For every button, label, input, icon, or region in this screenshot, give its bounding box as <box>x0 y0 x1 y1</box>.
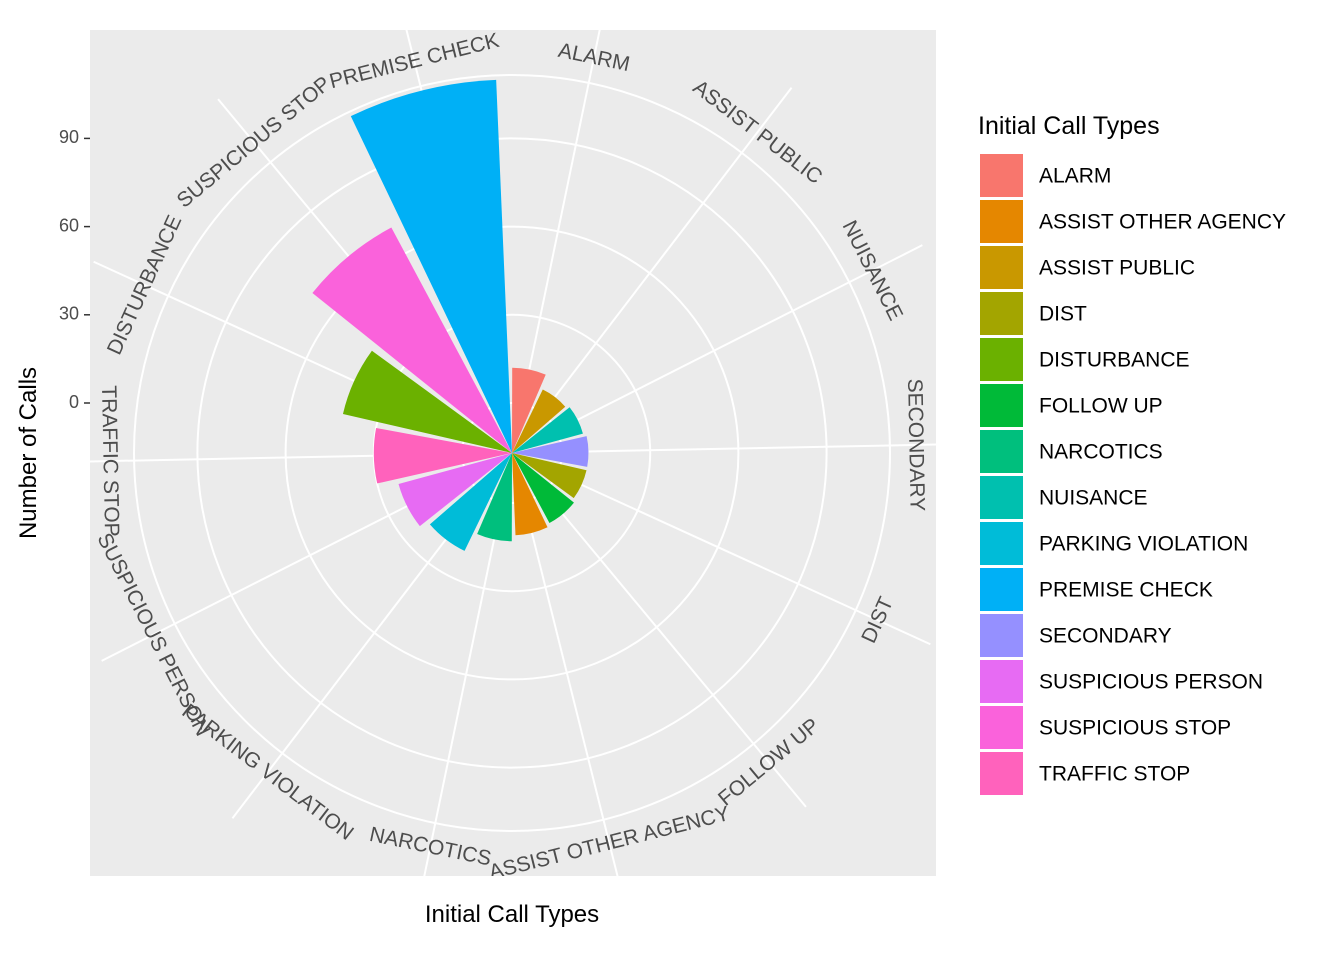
grid-spoke <box>511 244 923 454</box>
bar-parking-violation <box>429 453 512 551</box>
grid-spoke <box>511 443 936 454</box>
y-tick-label: 0 <box>69 392 79 412</box>
y-tick-label: 60 <box>59 215 79 235</box>
category-label-secondary: SECONDARY <box>903 378 929 511</box>
bar-assist-public <box>512 389 566 453</box>
legend-swatch-follow-up <box>980 384 1023 427</box>
y-tick-label: 90 <box>59 127 79 147</box>
legend-label-assist-other-agency: ASSIST OTHER AGENCY <box>1039 211 1286 234</box>
legend-label-dist: DIST <box>1039 303 1087 326</box>
legend-label-disturbance: DISTURBANCE <box>1039 349 1190 372</box>
grid-spoke <box>511 452 931 646</box>
legend-swatch-suspicious-person <box>980 660 1023 703</box>
x-axis-title: Initial Call Types <box>425 901 599 928</box>
legend-swatch-dist <box>980 292 1023 335</box>
grid-spoke <box>511 87 793 454</box>
bar-assist-other-agency <box>512 453 548 536</box>
legend-swatch-parking-violation <box>980 522 1023 565</box>
y-axis-title: Number of Calls <box>15 367 42 539</box>
legend-label-alarm: ALARM <box>1039 165 1111 188</box>
bar-secondary <box>512 436 589 467</box>
legend-label-suspicious-stop: SUSPICIOUS STOP <box>1039 717 1231 740</box>
legend-swatch-premise-check <box>980 568 1023 611</box>
bar-premise-check <box>350 79 512 454</box>
legend-title: Initial Call Types <box>978 112 1160 140</box>
bar-follow-up <box>512 453 574 524</box>
grid-circle <box>196 137 828 769</box>
legend-label-secondary: SECONDARY <box>1039 625 1172 648</box>
legend-label-assist-public: ASSIST PUBLIC <box>1039 257 1195 280</box>
legend-swatch-traffic-stop <box>980 752 1023 795</box>
legend-label-suspicious-person: SUSPICIOUS PERSON <box>1039 671 1263 694</box>
legend-label-parking-violation: PARKING VIOLATION <box>1039 533 1248 556</box>
legend-swatch-alarm <box>980 154 1023 197</box>
grid-circle <box>372 313 652 593</box>
category-label-traffic-stop: TRAFFIC STOP <box>97 385 123 537</box>
legend: Initial Call Types ALARM ASSIST OTHER AGE… <box>978 112 1286 795</box>
legend-label-nuisance: NUISANCE <box>1039 487 1148 510</box>
bar-alarm <box>512 367 546 453</box>
legend-swatch-nuisance <box>980 476 1023 519</box>
legend-swatch-assist-other-agency <box>980 200 1023 243</box>
legend-swatch-disturbance <box>980 338 1023 381</box>
grid-circle <box>284 225 740 681</box>
bar-suspicious-person <box>398 453 512 527</box>
bar-nuisance <box>512 407 583 453</box>
legend-swatch-suspicious-stop <box>980 706 1023 749</box>
bar-disturbance <box>342 350 512 453</box>
legend-swatch-narcotics <box>980 430 1023 473</box>
legend-swatch-assist-public <box>980 246 1023 289</box>
legend-label-traffic-stop: TRAFFIC STOP <box>1039 763 1190 786</box>
grid-circle-outer <box>133 74 891 832</box>
bar-traffic-stop <box>373 427 512 484</box>
legend-label-premise-check: PREMISE CHECK <box>1039 579 1213 602</box>
y-axis: 0 30 60 90 <box>59 127 90 412</box>
legend-label-follow-up: FOLLOW UP <box>1039 395 1163 418</box>
bar-narcotics <box>477 453 512 542</box>
bar-suspicious-stop <box>312 227 512 453</box>
bar-dist <box>512 453 587 499</box>
y-tick-label: 30 <box>59 304 79 324</box>
legend-label-narcotics: NARCOTICS <box>1039 441 1163 464</box>
legend-swatch-secondary <box>980 614 1023 657</box>
